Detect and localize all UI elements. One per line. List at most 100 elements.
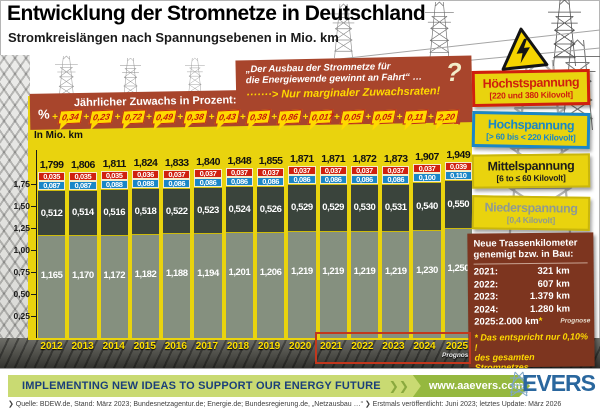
quote-banner: „Der Ausbau der Stromnetze für die Energ… xyxy=(235,55,473,117)
evers-logo-lattice-icon xyxy=(510,371,528,397)
lightning-bolt-icon: 0,72 xyxy=(120,109,147,125)
y-tick-label: 1,50 xyxy=(13,201,30,211)
bar-total-label: 1,833 xyxy=(164,156,189,169)
trassen-footnote: * Das entspricht nur 0,10% ! des gesamte… xyxy=(474,331,588,372)
bar-segment-niederspannung: 1,165 xyxy=(38,235,66,338)
bar-segment-mittelspannung: 0,516 xyxy=(100,189,128,235)
bar-segment-hochspannung: 0,086 xyxy=(225,177,253,187)
bar-segment-niederspannung: 1,194 xyxy=(194,232,222,338)
year-label: 2017 xyxy=(195,341,219,352)
trassen-row: 2025: 2.000 km* Prognose xyxy=(474,315,590,329)
lightning-bolt-icon: 0,05 xyxy=(370,109,397,125)
page-title: Entwicklung der Stromnetze in Deutschlan… xyxy=(7,2,426,25)
growth-value-item: +0,43 xyxy=(209,109,241,125)
bar-segment-niederspannung: 1,219 xyxy=(382,230,410,338)
legend-range: [0,4 Kilovolt] xyxy=(506,214,556,226)
growth-value-item: +0,017 xyxy=(302,109,335,125)
bar-segment-mittelspannung: 0,531 xyxy=(382,184,410,231)
bar-column: 1,871 0,037 0,086 0,529 1,219 xyxy=(288,148,316,338)
trassen-value: 1.280 km xyxy=(529,303,571,315)
bar-segment-niederspannung: 1,230 xyxy=(413,229,441,338)
lightning-bolt-icon: 0,23 xyxy=(88,109,115,125)
year-label: 2012 xyxy=(40,341,63,352)
bar-segment-hochspannung: 0,088 xyxy=(100,180,128,190)
bar-segment-mittelspannung: 0,540 xyxy=(413,182,441,230)
bar-total-label: 1,811 xyxy=(102,158,127,171)
question-mark: ? xyxy=(445,56,463,88)
bar-segment-mittelspannung: 0,526 xyxy=(256,185,285,232)
bar-segment-hochspannung: 0,086 xyxy=(288,175,316,185)
trassen-value: 607 km xyxy=(537,278,570,290)
growth-value-item: +0,23 xyxy=(83,109,115,125)
bars: 1,799 0,035 0,087 0,512 1,165 1,806 0,035 0,087… xyxy=(38,148,472,338)
prognose-highlight-box xyxy=(315,332,471,364)
trassen-row: 2022: 607 km xyxy=(474,278,588,292)
year-label: 2023 xyxy=(382,341,405,352)
bar-total-label: 1,871 xyxy=(290,153,314,166)
year-label: 2022 xyxy=(351,341,374,352)
bar-total-label: 1,824 xyxy=(133,157,158,170)
lightning-bolt-icon: 0,86 xyxy=(276,109,303,125)
bar-total-label: 1,840 xyxy=(196,155,220,168)
bar-segment-niederspannung: 1,201 xyxy=(225,232,253,338)
legend-range: [6 to ≤ 60 Kilovolt] xyxy=(496,172,566,184)
growth-value-item: +0,38 xyxy=(177,109,209,125)
bar-column: 1,873 0,037 0,086 0,531 1,219 xyxy=(382,148,410,338)
chevron-right-icon: ❯❯ xyxy=(388,379,409,393)
plus-sign: + xyxy=(334,111,340,123)
bar-segment-hoechstspannung: 0,039 xyxy=(444,161,472,171)
bar-segment-hoechstspannung: 0,035 xyxy=(69,171,97,181)
bar-segment-hoechstspannung: 0,037 xyxy=(319,166,347,176)
bar-segment-hoechstspannung: 0,037 xyxy=(163,169,191,179)
bar-segment-hochspannung: 0,086 xyxy=(256,176,285,186)
lightning-bolt-icon: 0,43 xyxy=(214,109,241,125)
bar-total-label: 1,873 xyxy=(383,153,408,166)
high-voltage-warning-icon xyxy=(501,27,549,71)
bar-segment-mittelspannung: 0,529 xyxy=(288,184,316,231)
bar-segment-niederspannung: 1,219 xyxy=(350,230,379,338)
year-label: 2014 xyxy=(102,341,125,352)
y-tick-label: 1,00 xyxy=(13,245,30,255)
trassen-rows: 2021: 321 km 2022: 607 km 2023: 1.379 km 2024:… xyxy=(473,265,591,329)
plus-sign: + xyxy=(240,111,246,123)
bar-segment-mittelspannung: 0,512 xyxy=(38,190,66,236)
trassen-year: 2022: xyxy=(473,278,499,291)
y-tick-label: 0,50 xyxy=(13,289,30,299)
trassen-panel: Neue Trassenkilometer genemigt bzw. in B… xyxy=(467,232,595,388)
growth-value-item: +0,34 xyxy=(52,109,84,125)
bar-segment-hochspannung: 0,086 xyxy=(350,175,379,185)
bar-segment-niederspannung: 1,219 xyxy=(319,230,347,338)
asterisk: * xyxy=(538,315,543,327)
bar-column: 1,907 0,037 0,100 0,540 1,230 xyxy=(413,148,441,338)
quote-answer: ·······> Nur marginaler Zuwachsraten! xyxy=(246,85,441,102)
lightning-bolt-icon: 0,38 xyxy=(182,109,209,125)
bar-column: 1,840 0,037 0,086 0,523 1,194 xyxy=(194,148,222,338)
bar-segment-hoechstspannung: 0,037 xyxy=(350,166,379,176)
trassen-value: 1.379 km xyxy=(529,290,571,303)
plus-sign: + xyxy=(271,111,278,123)
bar-total-label: 1,799 xyxy=(39,159,64,172)
bar-segment-niederspannung: 1,219 xyxy=(288,230,316,338)
trassen-value: 321 km xyxy=(537,265,570,277)
bar-column: 1,811 0,035 0,088 0,516 1,172 xyxy=(100,148,128,338)
legend-name: Niederspannung xyxy=(484,200,578,216)
year-label: 2020 xyxy=(289,341,312,352)
trassen-year: 2021: xyxy=(473,266,499,278)
bar-segment-niederspannung: 1,172 xyxy=(100,234,128,338)
y-tick-mark xyxy=(31,316,36,317)
lightning-bolt-icon: 0,11 xyxy=(402,109,429,125)
y-tick-mark xyxy=(31,228,36,229)
y-tick-label: 0,75 xyxy=(13,267,30,277)
bar-column: 1,799 0,035 0,087 0,512 1,165 xyxy=(38,148,66,338)
y-axis-unit-label: In Mio. km xyxy=(34,130,83,141)
bar-segment-hoechstspannung: 0,036 xyxy=(131,170,160,180)
evers-logo: EVERS xyxy=(510,370,596,398)
y-tick-mark xyxy=(31,206,36,207)
growth-value-item: +0,05 xyxy=(334,109,366,125)
bar-segment-hoechstspannung: 0,035 xyxy=(100,171,128,181)
legend-name: Mittelspannung xyxy=(487,158,575,174)
trassen-value: 2.000 km* xyxy=(498,315,543,328)
growth-value-item: +0,38 xyxy=(240,109,272,125)
plus-sign: + xyxy=(146,111,152,123)
plus-sign: + xyxy=(302,111,309,123)
